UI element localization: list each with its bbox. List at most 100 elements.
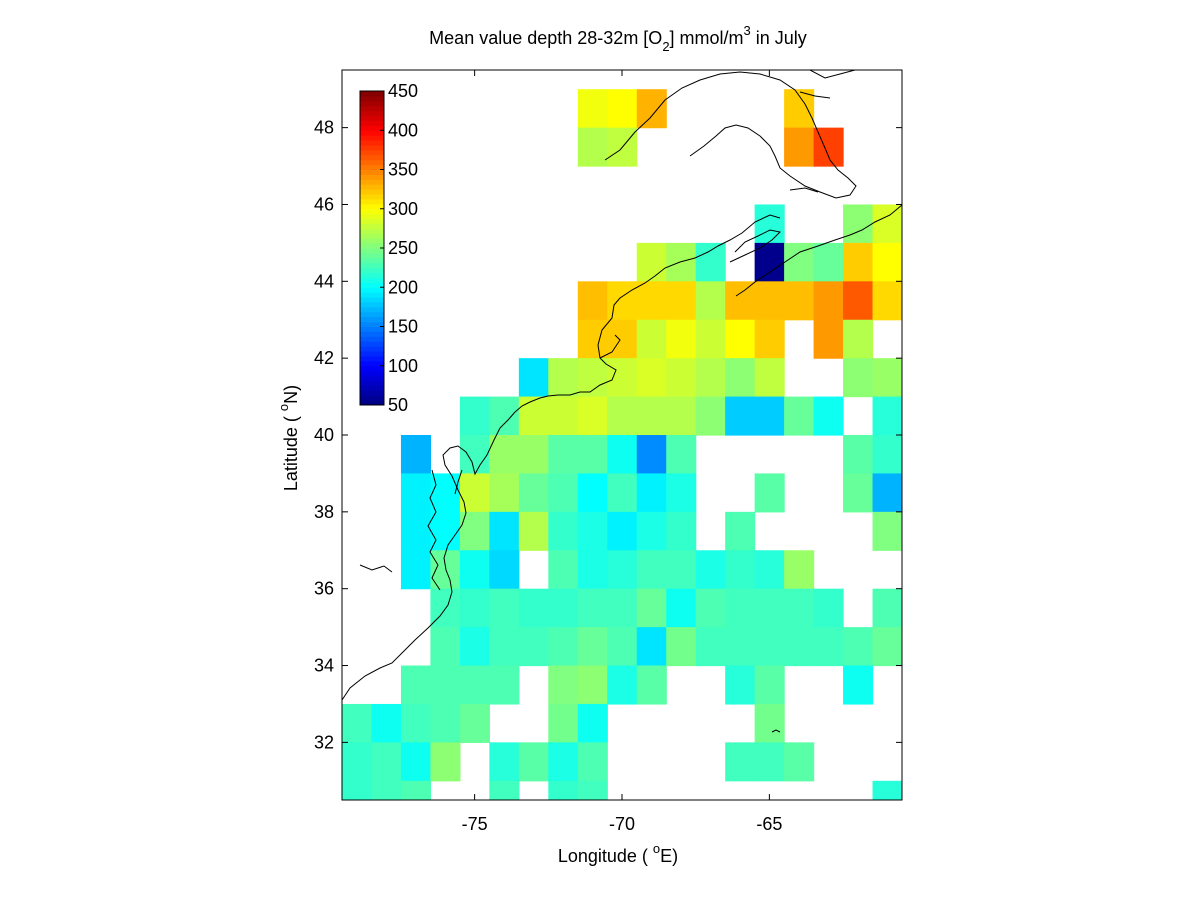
heatmap-cell	[872, 358, 902, 398]
heatmap-cell	[666, 435, 697, 475]
heatmap-cell	[577, 665, 608, 705]
heatmap-cell	[548, 703, 579, 743]
colorbar-segment	[360, 400, 384, 406]
colorbar-segment	[360, 277, 384, 283]
title-rest: ] mmol/m	[670, 28, 744, 48]
y-tick-label: 48	[314, 118, 334, 138]
coastline-us-east	[342, 214, 781, 701]
heatmap-cell	[725, 511, 756, 551]
heatmap-cell	[784, 550, 815, 590]
heatmap-cell	[518, 511, 549, 551]
heatmap-cell	[548, 550, 579, 590]
y-tick-label: 36	[314, 579, 334, 599]
heatmap-cell	[695, 242, 726, 282]
heatmap-cell	[607, 665, 638, 705]
heatmap-cell	[577, 127, 608, 167]
heatmap-cell	[784, 742, 815, 782]
heatmap-cell	[577, 511, 608, 551]
heatmap-cell	[666, 242, 697, 282]
heatmap-cell	[725, 319, 756, 359]
heatmap-cell	[607, 396, 638, 436]
heatmap-cell	[342, 703, 373, 743]
heatmap-cell	[400, 550, 432, 590]
heatmap-cell	[518, 396, 549, 436]
x-axis-label-superscript: o	[653, 841, 660, 856]
heatmap-cell	[636, 627, 667, 667]
heatmap-cell	[666, 550, 697, 590]
heatmap-cell	[813, 588, 844, 628]
heatmap-cell	[725, 281, 756, 321]
x-axis-label-post: E)	[660, 846, 678, 866]
colorbar-segment	[360, 301, 384, 308]
heatmap-cell	[725, 665, 756, 705]
heatmap-cell	[666, 473, 697, 513]
x-tick-label: -75	[462, 814, 488, 834]
heatmap-cell	[342, 742, 373, 782]
colorbar-segment	[360, 252, 384, 259]
heatmap-cell	[459, 396, 490, 436]
heatmap-cell	[813, 396, 844, 436]
colorbar-segment	[360, 262, 384, 269]
y-tick-label: 34	[314, 656, 334, 676]
heatmap-cell	[843, 627, 874, 667]
coastline-bay-of-fundy	[729, 229, 782, 263]
heatmap-cell	[607, 435, 638, 475]
colorbar-tick-label: 350	[388, 160, 418, 180]
x-tick-label: -65	[756, 814, 782, 834]
heatmap-cell	[548, 473, 579, 513]
title-end: in July	[751, 28, 807, 48]
heatmap-cell	[577, 703, 608, 743]
y-axis-label-pre: Latitude (	[281, 411, 301, 491]
colorbar-segment	[360, 135, 384, 141]
heatmap-cell	[489, 396, 520, 436]
heatmap-cell	[607, 550, 638, 590]
heatmap-cell	[577, 396, 608, 436]
heatmap-cell	[489, 511, 520, 551]
colorbar-segment	[360, 336, 384, 342]
colorbar-segment	[360, 164, 384, 170]
y-tick-label: 40	[314, 425, 334, 445]
heatmap-cell	[636, 358, 667, 398]
heatmap-cell	[577, 89, 608, 129]
heatmap-cell	[754, 665, 785, 705]
colorbar-tick-label: 100	[388, 356, 418, 376]
heatmap-cell	[725, 550, 756, 590]
heatmap-cell	[577, 435, 608, 475]
colorbar-segment	[360, 120, 384, 126]
colorbar-segment	[360, 331, 384, 337]
heatmap-cell	[518, 588, 549, 628]
heatmap-cell	[666, 396, 697, 436]
heatmap-cell	[784, 588, 815, 628]
coastline-gulf-st-lawrence	[604, 71, 857, 199]
heatmap-cell	[577, 319, 608, 359]
heatmap-cell	[636, 89, 667, 129]
heatmap-cell	[430, 627, 461, 667]
y-axis-label-post: N)	[281, 385, 301, 404]
colorbar-segment	[360, 100, 384, 107]
colorbar-segment	[360, 223, 384, 229]
heatmap-cell	[607, 319, 638, 359]
coastline-delaware	[454, 469, 463, 495]
colorbar-segment	[360, 203, 384, 210]
heatmap-cell	[607, 358, 638, 398]
heatmap-cell	[607, 473, 638, 513]
colorbar-tick-label: 400	[388, 120, 418, 140]
heatmap-cell	[666, 511, 697, 551]
heatmap-cell	[342, 780, 373, 800]
heatmap-cell	[754, 550, 785, 590]
heatmap-cell	[636, 396, 667, 436]
colorbar-segment	[360, 179, 384, 185]
y-tick-label: 44	[314, 271, 334, 291]
heatmap-cell	[636, 281, 667, 321]
heatmap-cell	[784, 127, 815, 167]
coastline-chesapeake	[427, 469, 441, 591]
heatmap-cell	[459, 627, 490, 667]
coastline-bermuda	[771, 729, 781, 733]
heatmap-cell	[371, 742, 402, 782]
colorbar-segment	[360, 213, 384, 220]
heatmap-cell	[489, 742, 520, 782]
colorbar-segment	[360, 395, 384, 401]
colorbar-segment	[360, 390, 384, 396]
heatmap-cell	[459, 703, 490, 743]
